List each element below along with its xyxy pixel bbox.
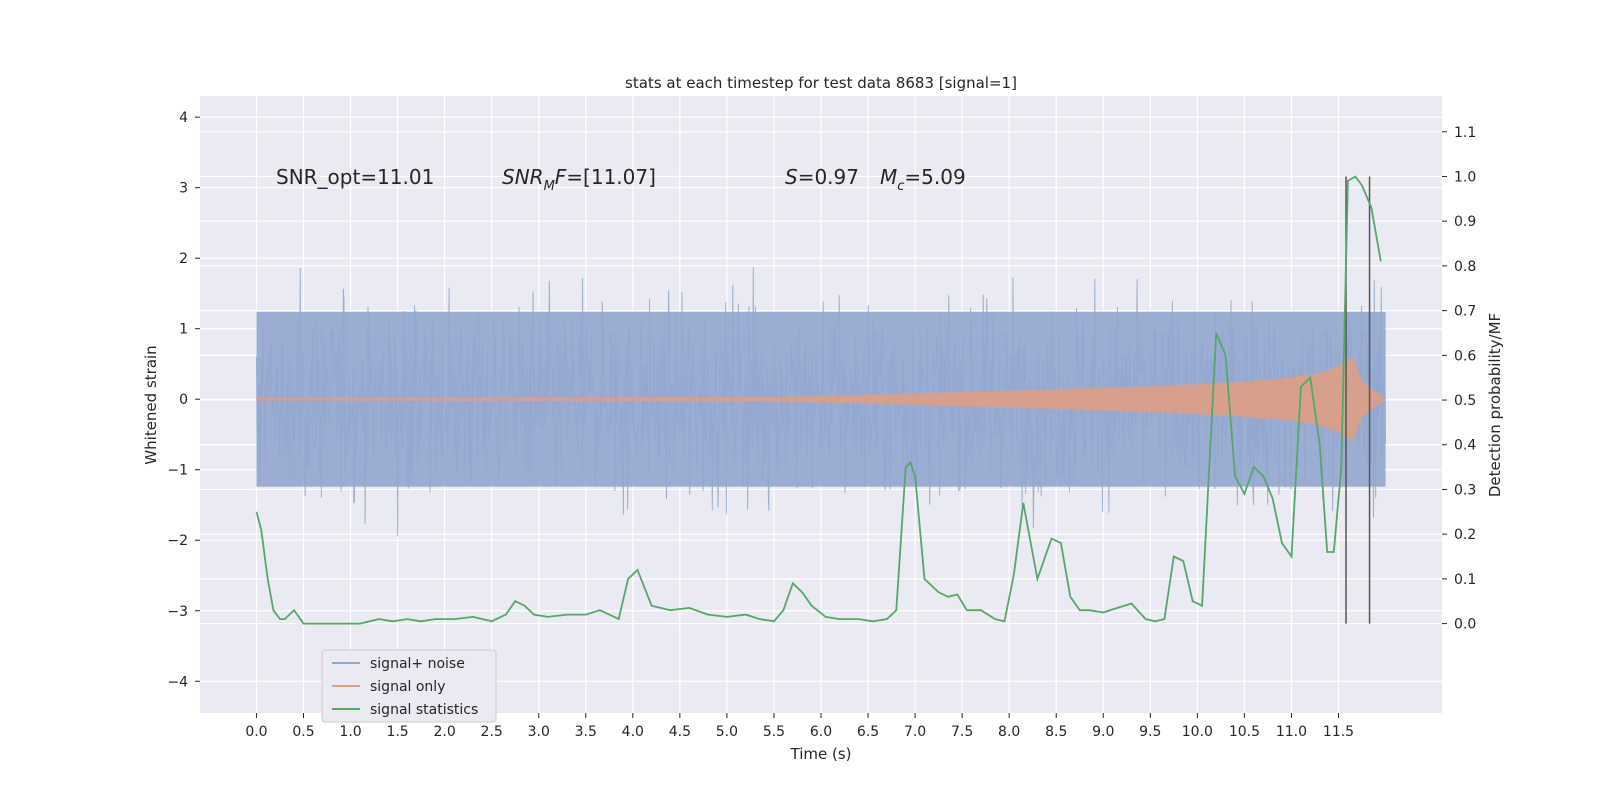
mc-value: =5.09 (904, 165, 965, 189)
y2-tick-label: 0.8 (1454, 259, 1476, 275)
annotation-mc: Mc=5.09 (880, 165, 966, 194)
x-tick-label: 8.0 (998, 724, 1020, 740)
x-tick-label: 10.5 (1229, 724, 1260, 740)
x-tick-label: 11.0 (1276, 724, 1307, 740)
x-tick-label: 8.5 (1045, 724, 1067, 740)
y-axis-label: Whitened strain (142, 345, 160, 464)
y2-tick-label: 1.0 (1454, 169, 1476, 185)
legend: signal+ noise signal only signal statist… (321, 649, 497, 723)
y-tick-label: 3 (179, 181, 188, 197)
x-tick-label: 4.0 (622, 724, 644, 740)
x-tick-label: 10.0 (1182, 724, 1213, 740)
legend-label-signal-only: signal only (370, 679, 445, 695)
y-tick-label: −3 (167, 604, 188, 620)
y2-tick-label: 0.3 (1454, 482, 1476, 498)
mc-symbol: M (880, 165, 897, 189)
signal-statistics-line (255, 175, 1382, 625)
x-tick-label: 2.0 (434, 724, 456, 740)
x-tick-label: 4.5 (669, 724, 691, 740)
x-tick-label: 3.0 (528, 724, 550, 740)
x-tick-label: 11.5 (1323, 724, 1354, 740)
x-tick-label: 3.5 (575, 724, 597, 740)
s-symbol: S (785, 165, 798, 189)
x-tick-label: 7.5 (951, 724, 973, 740)
snr-mf-f: F (555, 165, 567, 189)
signal-only-line (256, 356, 1386, 442)
y2-tick-label: 0.0 (1454, 617, 1476, 633)
x-tick-label: 0.5 (292, 724, 314, 740)
y-tick-label: 1 (179, 322, 188, 338)
y-tick-label: 0 (179, 392, 188, 408)
legend-label-signal-noise: signal+ noise (370, 656, 465, 672)
annotation-snr-mf: SNRMF=[11.07] (502, 165, 656, 194)
x-tick-label: 1.5 (386, 724, 408, 740)
s-value: =0.97 (798, 165, 859, 189)
y2-tick-label: 0.4 (1454, 438, 1476, 454)
x-tick-label: 1.0 (339, 724, 361, 740)
y2-tick-label: 0.9 (1454, 214, 1476, 230)
legend-label-signal-statistics: signal statistics (370, 702, 478, 718)
y2-axis-label: Detection probability/MF (1486, 313, 1504, 497)
annotation-s: S=0.97 (785, 165, 859, 189)
y2-tick-label: 0.6 (1454, 348, 1476, 364)
x-tick-label: 0.0 (245, 724, 267, 740)
y-axis: 4 3 2 1 0 −1 −2 −3 −4 (167, 110, 200, 690)
x-tick-label: 2.5 (481, 724, 503, 740)
y2-tick-label: 0.2 (1454, 527, 1476, 543)
y-tick-label: −2 (167, 533, 188, 549)
snr-mf-value: =[11.07] (566, 165, 656, 189)
y-tick-label: −4 (167, 674, 188, 690)
x-tick-label: 6.5 (857, 724, 879, 740)
x-tick-label: 5.0 (716, 724, 738, 740)
chart-title: stats at each timestep for test data 868… (625, 74, 1017, 92)
series-signal-only (256, 356, 1386, 442)
x-tick-label: 5.5 (763, 724, 785, 740)
y2-tick-label: 0.1 (1454, 572, 1476, 588)
x-axis: 0.0 0.5 1.0 1.5 2.0 2.5 3.0 3.5 4.0 4.5 5.0 5.5 6.0 6… (245, 713, 1354, 740)
x-tick-label: 9.0 (1092, 724, 1114, 740)
y-tick-label: −1 (167, 463, 188, 479)
legend-box (321, 649, 497, 723)
y-tick-label: 4 (179, 110, 188, 126)
mc-subscript: c (897, 179, 904, 194)
y-tick-label: 2 (179, 251, 188, 267)
series-signal-statistics (255, 175, 1382, 625)
annotation-snr-opt: SNR_opt=11.01 (276, 165, 434, 189)
x-axis-label: Time (s) (790, 745, 852, 763)
snr-mf-subscript: M (544, 179, 555, 194)
y2-tick-label: 0.5 (1454, 393, 1476, 409)
y2-tick-label: 1.1 (1454, 125, 1476, 141)
snr-mf-symbol: SNR (502, 165, 544, 189)
x-tick-label: 6.0 (810, 724, 832, 740)
y2-axis: 1.1 1.0 0.9 0.8 0.7 0.6 0.5 0.4 0.3 0.2 0.1 0.0 (1442, 125, 1476, 633)
x-tick-label: 9.5 (1139, 724, 1161, 740)
x-tick-label: 7.0 (904, 724, 926, 740)
y2-tick-label: 0.7 (1454, 304, 1476, 320)
